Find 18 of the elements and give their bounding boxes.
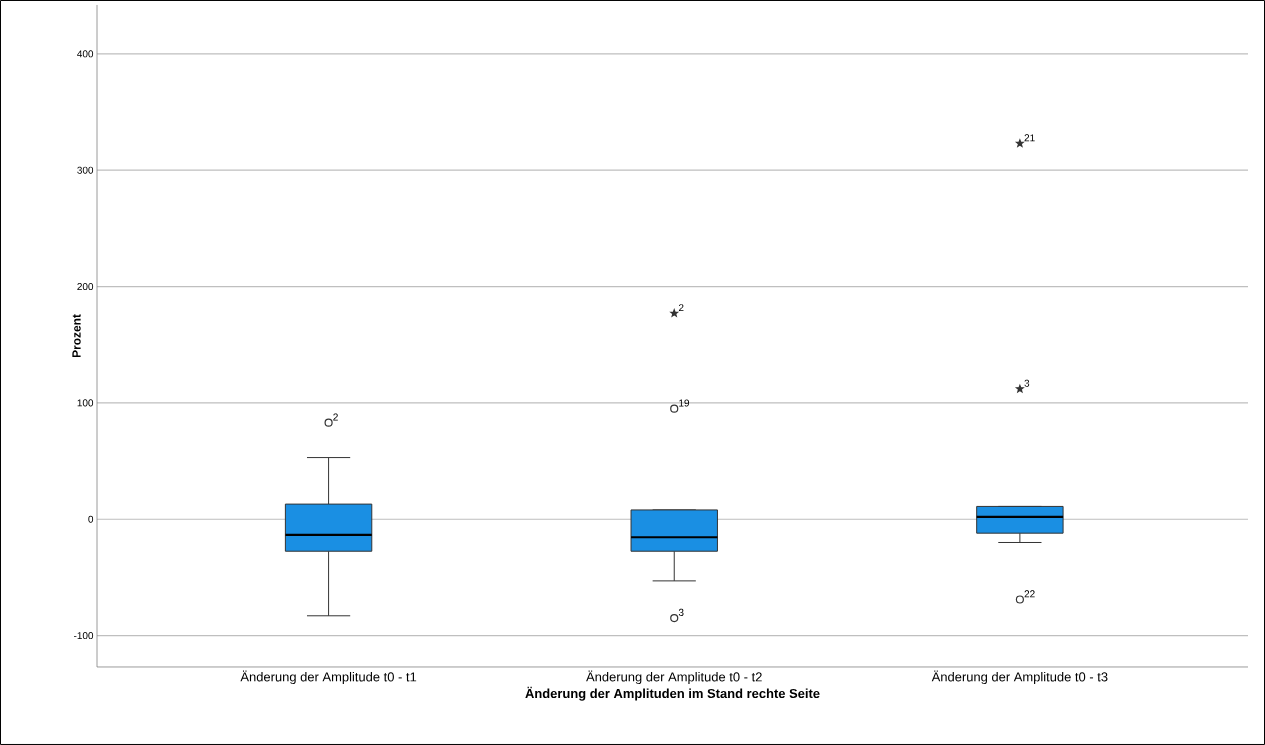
annotation: 21 xyxy=(1024,134,1035,142)
annotation: 3 xyxy=(678,608,684,616)
annotation: 2 xyxy=(678,304,684,312)
annotation: 22 xyxy=(1024,590,1035,598)
y-tick-label: 300 xyxy=(77,166,94,174)
annotation: 19 xyxy=(679,399,690,407)
y-axis-title: Prozent xyxy=(72,314,81,358)
annotation: 3 xyxy=(1024,379,1030,387)
x-tick-label: Änderung der Amplitude t0 - t1 xyxy=(240,670,417,685)
y-tick-label: -100 xyxy=(73,632,94,640)
x-tick-label: Änderung der Amplitude t0 - t2 xyxy=(586,670,762,685)
y-tick-label: 400 xyxy=(77,50,94,58)
y-tick-label: 200 xyxy=(77,283,94,291)
y-tick-label: 0 xyxy=(88,515,94,523)
y-tick-label: 100 xyxy=(77,399,94,407)
annotation: 2 xyxy=(333,413,338,421)
x-axis-title: Änderung der Amplituden im Stand rechte Seite xyxy=(525,686,820,701)
x-tick-label: Änderung der Amplitude t0 - t3 xyxy=(931,670,1108,685)
